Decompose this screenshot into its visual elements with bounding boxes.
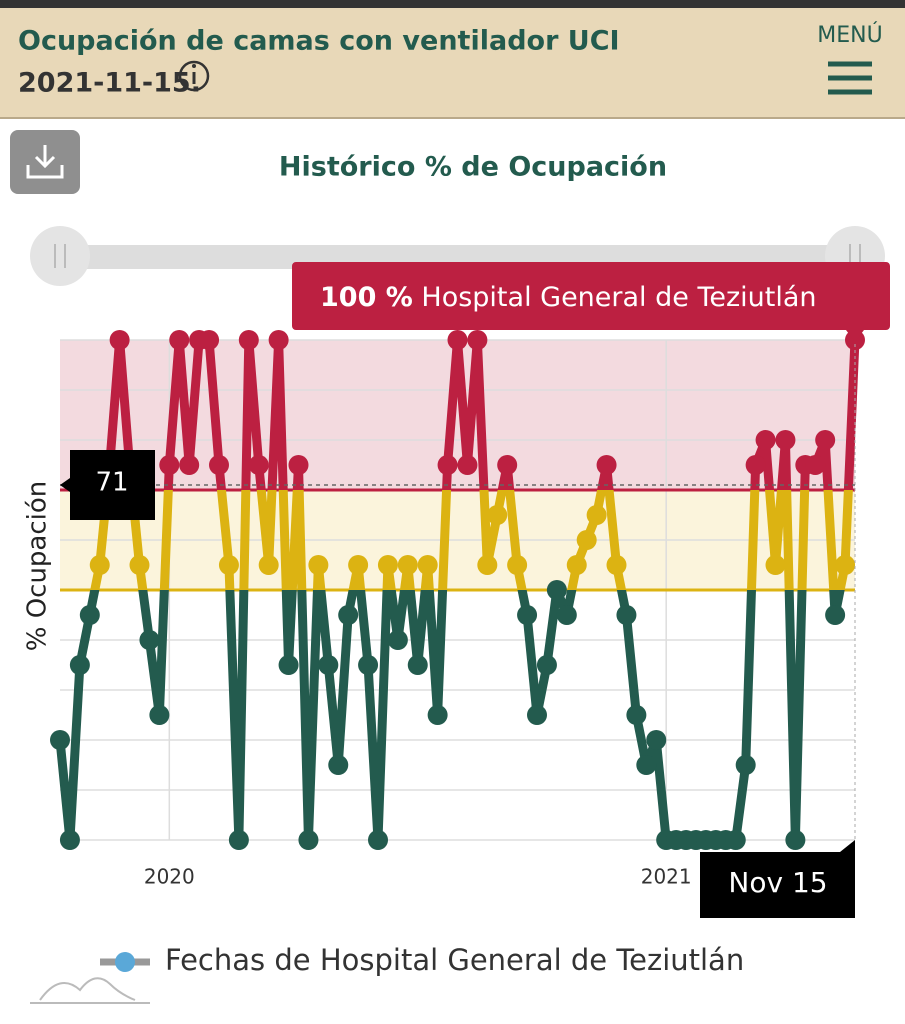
plot-area: 2020 2021 bbox=[50, 330, 865, 889]
x-tick-label: 2020 bbox=[144, 865, 195, 889]
data-point bbox=[725, 830, 746, 850]
data-point bbox=[735, 755, 756, 775]
tooltip-name: Hospital General de Teziutlán bbox=[421, 282, 816, 313]
data-point bbox=[755, 430, 776, 450]
header-bar bbox=[0, 8, 905, 118]
data-point bbox=[387, 630, 408, 650]
data-point bbox=[59, 830, 80, 850]
data-point bbox=[298, 830, 319, 850]
data-point bbox=[566, 555, 587, 575]
data-point bbox=[556, 605, 577, 625]
data-point bbox=[218, 555, 239, 575]
data-point bbox=[596, 455, 617, 475]
data-point bbox=[238, 330, 259, 350]
data-point bbox=[576, 530, 597, 550]
header-title: Ocupación de camas con ventilador UCI bbox=[18, 26, 620, 57]
crosshair-y-label: 71 bbox=[95, 468, 128, 498]
data-point bbox=[397, 555, 418, 575]
data-point bbox=[507, 555, 528, 575]
data-point bbox=[89, 555, 110, 575]
crosshair-x-label: Nov 15 bbox=[728, 866, 827, 899]
data-point bbox=[179, 455, 200, 475]
data-point bbox=[159, 455, 180, 475]
crosshair-y-box bbox=[60, 450, 155, 520]
data-point bbox=[785, 830, 806, 850]
data-point bbox=[278, 655, 299, 675]
data-point bbox=[616, 605, 637, 625]
tooltip-box bbox=[292, 262, 890, 342]
data-point bbox=[308, 555, 329, 575]
data-point bbox=[328, 755, 349, 775]
data-point bbox=[546, 580, 567, 600]
data-point bbox=[258, 555, 279, 575]
data-point bbox=[437, 455, 458, 475]
data-point bbox=[527, 705, 547, 725]
data-point bbox=[646, 730, 667, 750]
y-axis-label: % Ocupación bbox=[23, 481, 53, 652]
data-point bbox=[805, 455, 826, 475]
data-point bbox=[228, 830, 249, 850]
legend-label[interactable]: Fechas de Hospital General de Teziutlán bbox=[165, 943, 744, 977]
menu-icon[interactable] bbox=[828, 61, 872, 95]
data-point bbox=[288, 455, 309, 475]
data-point bbox=[129, 555, 150, 575]
data-point bbox=[457, 455, 478, 475]
data-point bbox=[79, 605, 100, 625]
tooltip-text: 100 % Hospital General de Teziutlán bbox=[320, 282, 817, 313]
menu-label[interactable]: MENÚ bbox=[817, 22, 882, 48]
data-point bbox=[69, 655, 90, 675]
data-point bbox=[427, 705, 448, 725]
data-point bbox=[467, 330, 488, 350]
data-point bbox=[268, 330, 289, 350]
data-point bbox=[368, 830, 388, 850]
data-point bbox=[50, 730, 70, 750]
data-point bbox=[149, 705, 170, 725]
data-point bbox=[626, 705, 647, 725]
data-point bbox=[338, 605, 359, 625]
data-point bbox=[825, 605, 846, 625]
data-point bbox=[517, 605, 538, 625]
data-point bbox=[407, 655, 428, 675]
data-point bbox=[487, 505, 508, 525]
x-tick-label: 2021 bbox=[641, 865, 692, 889]
data-point bbox=[636, 755, 657, 775]
data-point bbox=[248, 455, 269, 475]
crosshair-x-box bbox=[700, 840, 855, 918]
mini-navigator bbox=[30, 977, 150, 1004]
data-point bbox=[586, 505, 607, 525]
download-button[interactable] bbox=[10, 130, 80, 194]
data-point bbox=[835, 555, 856, 575]
data-point bbox=[199, 330, 220, 350]
data-point bbox=[775, 430, 796, 450]
data-point bbox=[109, 330, 130, 350]
header-date: 2021-11-15. bbox=[18, 68, 201, 99]
data-point bbox=[497, 455, 518, 475]
data-point bbox=[417, 555, 438, 575]
data-point bbox=[377, 555, 398, 575]
tooltip-space bbox=[413, 282, 422, 313]
overlays: 71 Nov 15 100 % Hospital General de Teziut… bbox=[60, 262, 890, 918]
info-icon[interactable] bbox=[178, 60, 210, 92]
tooltip-value: 100 % bbox=[320, 282, 413, 313]
data-point bbox=[358, 655, 379, 675]
data-point bbox=[139, 630, 160, 650]
status-bar bbox=[0, 0, 905, 8]
data-point bbox=[348, 555, 369, 575]
data-point bbox=[209, 455, 229, 475]
legend-marker bbox=[115, 952, 135, 972]
data-point bbox=[169, 330, 190, 350]
chart-title: Histórico % de Ocupación bbox=[279, 152, 667, 183]
data-point bbox=[536, 655, 557, 675]
data-point bbox=[745, 455, 766, 475]
data-point bbox=[477, 555, 498, 575]
data-point bbox=[765, 555, 786, 575]
data-point bbox=[318, 655, 339, 675]
data-point bbox=[606, 555, 627, 575]
data-point bbox=[447, 330, 468, 350]
data-point bbox=[815, 430, 836, 450]
